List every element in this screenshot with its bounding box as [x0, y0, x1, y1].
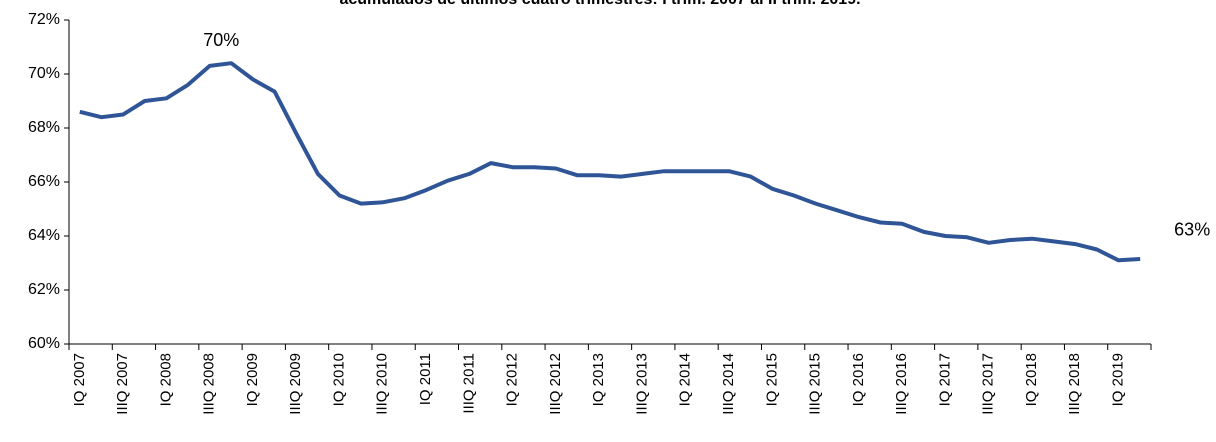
annotation: 63% — [1174, 220, 1210, 240]
x-tick-label: IIIQ 2017 — [980, 353, 997, 415]
x-tick-label: IIIQ 2010 — [374, 353, 391, 415]
x-tick-label: IQ 2019 — [1110, 353, 1127, 406]
x-tick-label: IQ 2011 — [417, 353, 434, 405]
x-tick-label: IIIQ 2012 — [547, 353, 564, 415]
x-tick-label: IQ 2010 — [330, 353, 347, 406]
y-tick-label: 66% — [28, 173, 60, 190]
x-tick-label: IIIQ 2011 — [460, 353, 477, 414]
x-tick-label: IQ 2009 — [244, 353, 261, 406]
x-tick-label: IQ 2013 — [590, 353, 607, 406]
y-tick-label: 68% — [28, 119, 60, 136]
x-tick-label: IIIQ 2015 — [807, 353, 824, 415]
annotation: 70% — [203, 30, 239, 50]
x-tick-label: IQ 2017 — [936, 353, 953, 406]
y-tick-label: 60% — [28, 335, 60, 352]
x-tick-label: IQ 2012 — [504, 353, 521, 406]
x-tick-label: IIIQ 2013 — [633, 353, 650, 415]
x-tick-label: IQ 2007 — [71, 353, 88, 406]
x-tick-label: IIIQ 2008 — [201, 353, 218, 415]
x-tick-label: IIIQ 2007 — [114, 353, 131, 415]
x-tick-label: IIIQ 2018 — [1066, 353, 1083, 415]
chart-title: acumulados de últimos cuatro trimestres:… — [339, 0, 860, 8]
x-tick-label: IQ 2018 — [1023, 353, 1040, 406]
line-series — [79, 61, 1141, 263]
y-tick-label: 64% — [28, 227, 60, 244]
y-tick-label: 62% — [28, 281, 60, 298]
x-tick-label: IQ 2016 — [850, 353, 867, 406]
y-tick-label: 70% — [28, 65, 60, 82]
x-tick-label: IIIQ 2014 — [720, 353, 737, 415]
x-tick-label: IIIQ 2016 — [893, 353, 910, 415]
x-tick-label: IIIQ 2009 — [287, 353, 304, 415]
x-tick-label: IQ 2008 — [157, 353, 174, 406]
x-tick-label: IQ 2014 — [677, 353, 694, 406]
y-tick-label: 72% — [28, 11, 60, 28]
x-tick-label: IQ 2015 — [763, 353, 780, 406]
